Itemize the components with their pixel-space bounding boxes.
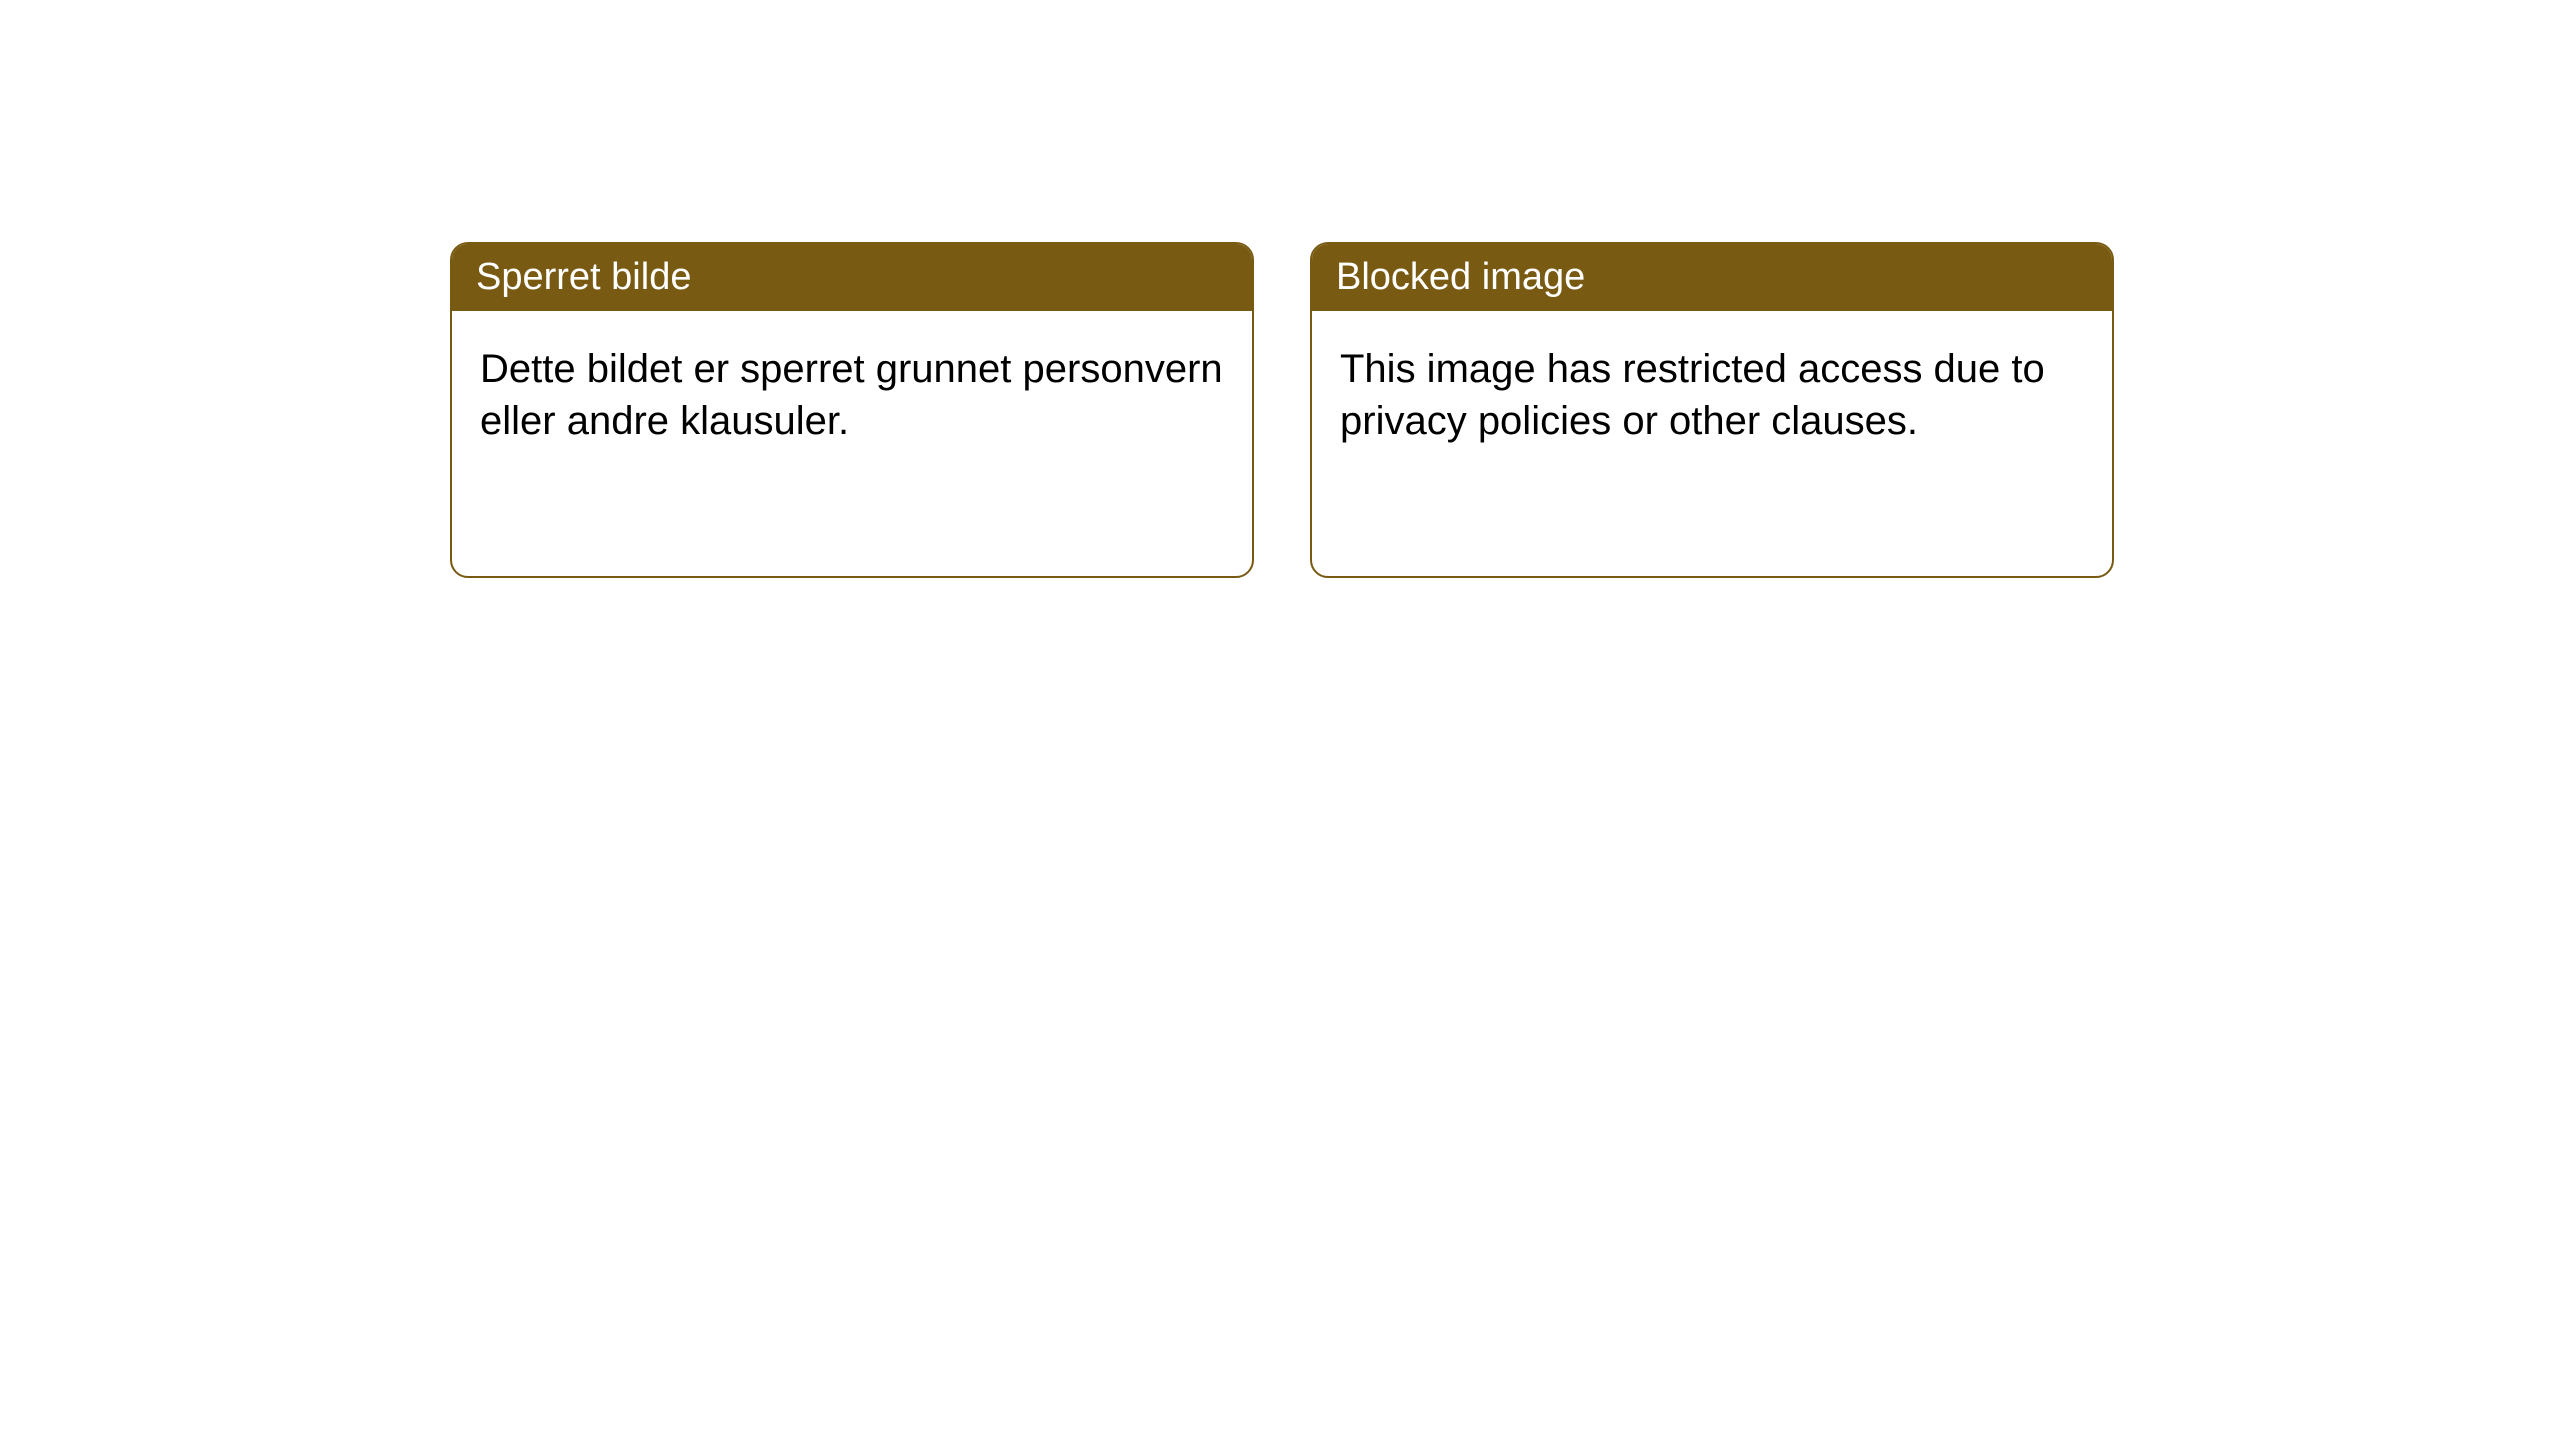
card-message-en: This image has restricted access due to …: [1340, 347, 2045, 443]
card-header-en: Blocked image: [1312, 244, 2112, 311]
card-title-en: Blocked image: [1336, 256, 1585, 298]
card-body-en: This image has restricted access due to …: [1312, 311, 2112, 479]
blocked-image-card-no: Sperret bilde Dette bildet er sperret gr…: [450, 242, 1254, 578]
card-header-no: Sperret bilde: [452, 244, 1252, 311]
blocked-image-cards-container: Sperret bilde Dette bildet er sperret gr…: [450, 242, 2114, 578]
blocked-image-card-en: Blocked image This image has restricted …: [1310, 242, 2114, 578]
card-title-no: Sperret bilde: [476, 256, 691, 298]
card-message-no: Dette bildet er sperret grunnet personve…: [480, 347, 1223, 443]
card-body-no: Dette bildet er sperret grunnet personve…: [452, 311, 1252, 479]
